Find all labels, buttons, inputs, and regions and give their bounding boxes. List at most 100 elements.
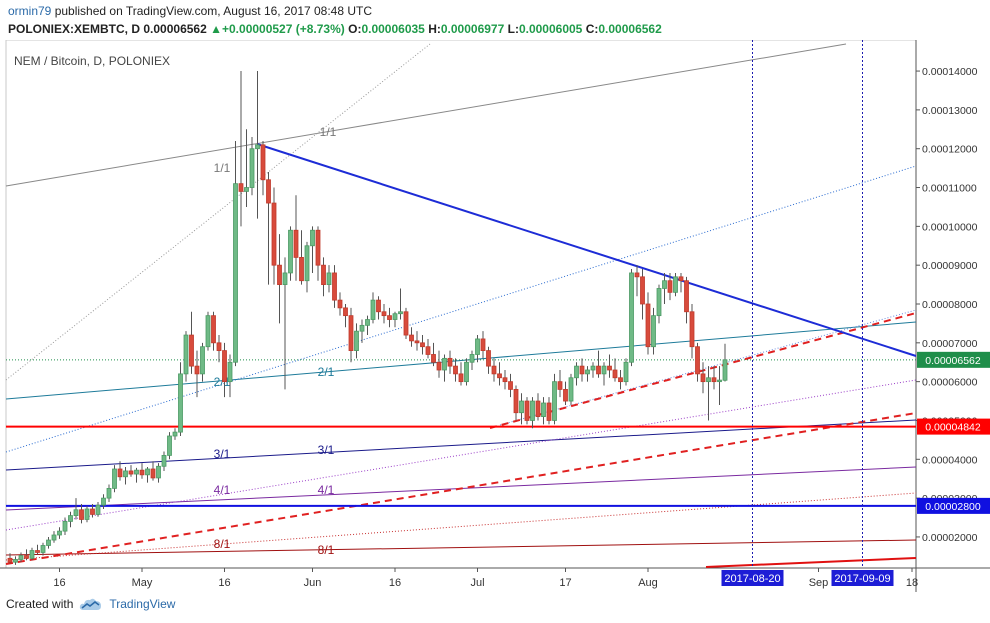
candle-body — [431, 354, 436, 363]
trend-line — [5, 43, 431, 381]
y-tick-label: 0.00014000 — [922, 66, 978, 78]
x-tick-label: 16 — [389, 577, 401, 589]
candle-body — [557, 381, 563, 390]
high-value: 0.00006977 — [440, 22, 505, 36]
candle-body — [266, 179, 271, 204]
candle-body — [623, 361, 629, 383]
candle-body — [249, 148, 255, 188]
plot-area — [5, 40, 917, 569]
candle-body — [211, 315, 216, 344]
candle-body — [409, 334, 414, 342]
candle-body — [645, 303, 651, 348]
candle-body — [381, 311, 387, 317]
candle-body — [453, 365, 458, 375]
candle-body — [651, 315, 656, 348]
candle-body — [403, 311, 409, 336]
candle-body — [167, 435, 172, 456]
candle-body — [535, 400, 541, 417]
date-label-box — [831, 570, 894, 586]
fan-label: 8/1 — [318, 543, 335, 557]
y-tick-label: 0.00013000 — [922, 105, 978, 117]
date-label-box — [721, 570, 784, 586]
candle-body — [689, 311, 695, 348]
tradingview-link[interactable]: TradingView — [109, 597, 176, 611]
candle-body — [585, 369, 590, 375]
candle-body — [508, 381, 513, 390]
candle-body — [546, 402, 552, 421]
candle-body — [337, 299, 343, 309]
trend-line — [5, 492, 917, 561]
candle-body — [216, 342, 222, 351]
price-change: +0.00000527 (+8.73%) — [222, 22, 345, 36]
candle-body — [68, 515, 73, 522]
candle-body — [568, 377, 574, 402]
candle-body — [57, 530, 62, 536]
candle-body — [326, 272, 332, 285]
candle-body — [150, 468, 156, 479]
candle-body — [480, 338, 486, 351]
candle-body — [398, 311, 403, 315]
candle-body — [634, 272, 640, 278]
publish-info: ormin79 published on TradingView.com, Au… — [8, 4, 372, 18]
y-tick-label: 0.00012000 — [922, 144, 978, 156]
published-text: published on TradingView.com, August 16,… — [54, 4, 373, 18]
candle-body — [128, 470, 134, 475]
candle-body — [139, 469, 145, 476]
close-label: C: — [585, 22, 599, 36]
candle-body — [112, 468, 117, 489]
candle-body — [607, 365, 612, 371]
candle-body — [79, 509, 84, 520]
candle-body — [90, 508, 95, 515]
candle-body — [541, 402, 546, 417]
candle-body — [277, 264, 282, 285]
x-tick-label: Aug — [638, 577, 658, 589]
candle-body — [62, 521, 68, 532]
candle-body — [612, 369, 618, 379]
date-label: 2017-08-20 — [724, 573, 780, 585]
candle-body — [271, 202, 277, 266]
trend-line — [5, 419, 917, 471]
y-tick-label: 0.00010000 — [922, 221, 978, 233]
candle-body — [7, 557, 13, 563]
candle-body — [596, 365, 601, 375]
x-tick-label: 16 — [53, 577, 65, 589]
candle-body — [618, 377, 623, 383]
low-value: 0.00006005 — [518, 22, 583, 36]
candle-body — [24, 555, 29, 559]
price-chart[interactable]: NEM / Bitcoin, D, POLONIEX 0.00014000 0.00… — [0, 40, 990, 592]
candle-body — [502, 377, 508, 383]
candle-body — [414, 340, 420, 344]
candle-body — [513, 389, 519, 414]
candle-body — [442, 357, 447, 371]
candle-body — [233, 183, 238, 363]
open-value: 0.00006035 — [361, 22, 425, 36]
candle-body — [101, 497, 106, 506]
candle-body — [354, 330, 359, 351]
candle-body — [35, 550, 40, 553]
candle-body — [601, 365, 607, 375]
author-link[interactable]: ormin79 — [8, 4, 52, 18]
chart-title: NEM / Bitcoin, D, POLONIEX — [14, 54, 170, 68]
y-tick-label: 0.00002000 — [922, 532, 978, 544]
candle-body — [13, 559, 18, 563]
candle-body — [491, 365, 497, 375]
trend-line — [705, 557, 917, 568]
candle-body — [678, 276, 684, 282]
price-label-box — [917, 351, 990, 368]
candle-body — [222, 350, 227, 383]
candle-body — [436, 361, 442, 371]
candle-body — [673, 276, 678, 293]
x-tick-label: 16 — [218, 577, 230, 589]
candle-body — [563, 389, 568, 402]
candle-body — [667, 280, 673, 293]
candle-body — [717, 379, 722, 383]
candle-body — [348, 315, 354, 351]
candle-body — [315, 229, 321, 266]
candle-body — [359, 324, 365, 332]
candle-body — [579, 365, 585, 375]
candle-body — [117, 468, 123, 478]
fan-label: 8/1 — [214, 537, 231, 551]
created-with-text: Created with — [6, 597, 74, 611]
candle-body — [497, 373, 502, 379]
candle-body — [310, 229, 315, 247]
